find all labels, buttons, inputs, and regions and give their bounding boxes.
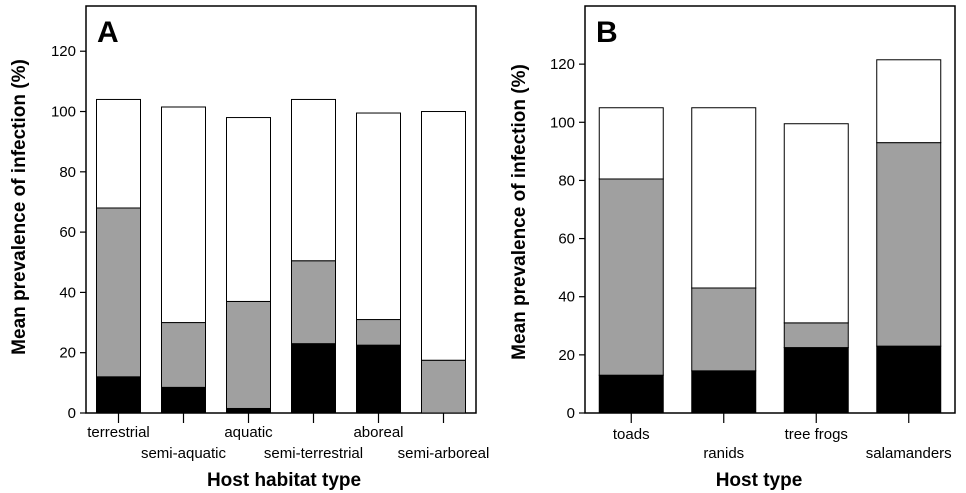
panel-b-y-tick-label: 100 (550, 114, 575, 131)
panel-a-bar-segment (161, 106, 206, 324)
panel-a-bar-segment (421, 359, 466, 414)
panel-b-y-axis-title: Mean prevalence of infection (%) (509, 64, 530, 360)
panel-a-bar-segment (161, 386, 206, 414)
panel-a: A Mean prevalence of infection (%) Host … (9, 5, 490, 491)
panel-b-bar-segment (691, 287, 757, 372)
panel-a-bar-segment (291, 343, 336, 414)
panel-a-category-label: semi-arboreal (398, 445, 490, 462)
panel-b-y-tick-label: 0 (567, 405, 575, 422)
panel-b-plot-frame (584, 5, 956, 414)
panel-b-bar-segment (783, 322, 849, 349)
panel-b-bar-segment (691, 107, 757, 289)
panel-b-category-label: salamanders (866, 445, 952, 462)
panel-a-bar-segment (291, 98, 336, 262)
panel-a-bar-segment (96, 98, 141, 209)
panel-b-y-tick-label: 60 (558, 231, 575, 248)
panel-b-y-tick-label: 40 (558, 289, 575, 306)
panel-a-category-label: semi-aquatic (141, 445, 227, 462)
panel-b-y-tick-label: 120 (550, 56, 575, 73)
panel-a-y-tick-label: 60 (59, 224, 76, 241)
panel-a-bar-segment (356, 319, 401, 346)
panel-b-category-label: toads (613, 426, 650, 443)
panel-b-y-tick-label: 80 (558, 172, 575, 189)
panel-b-x-axis-title: Host type (716, 470, 803, 491)
panel-a-x-axis-title: Host habitat type (207, 470, 361, 491)
panel-a-bar-segment (96, 376, 141, 414)
panel-b-bar-segment (598, 107, 664, 180)
panel-b: B Mean prevalence of infection (%) Host … (509, 5, 956, 491)
panel-a-category-label: terrestrial (87, 424, 150, 441)
panel-a-y-axis-title: Mean prevalence of infection (%) (9, 59, 30, 355)
panel-a-y-tick-label: 40 (59, 284, 76, 301)
panel-b-bar-segment (876, 142, 942, 347)
panel-b-bar-segment (876, 345, 942, 414)
panel-b-bar-segment (783, 347, 849, 414)
panel-a-y-tick-label: 100 (51, 104, 76, 121)
panel-a-bar-segment (226, 117, 271, 302)
panel-b-bar-segment (783, 123, 849, 324)
panel-b-bar-segment (598, 178, 664, 376)
panel-a-category-label: aboreal (353, 424, 403, 441)
panel-a-bar-segment (421, 111, 466, 361)
panel-a-category-label: aquatic (224, 424, 273, 441)
panel-a-category-label: semi-terrestrial (264, 445, 363, 462)
panel-b-category-label: tree frogs (785, 426, 848, 443)
panel-a-bar-segment (96, 207, 141, 378)
panel-a-y-tick-label: 80 (59, 164, 76, 181)
panel-b-category-label: ranids (703, 445, 744, 462)
panel-a-bar-segment (161, 322, 206, 388)
panel-a-bar-segment (356, 112, 401, 321)
panel-a-plot-frame (85, 5, 477, 414)
panel-b-letter: B (596, 16, 618, 49)
panel-a-y-tick-label: 0 (68, 405, 76, 422)
panel-b-bar-segment (691, 370, 757, 414)
panel-a-letter: A (97, 16, 119, 49)
panel-b-bar-segment (598, 374, 664, 414)
panel-a-y-tick-label: 20 (59, 345, 76, 362)
panel-a-bar-segment (356, 344, 401, 414)
panel-b-y-tick-label: 20 (558, 347, 575, 364)
panel-b-bar-segment (876, 59, 942, 144)
panel-a-bar-segment (226, 407, 271, 414)
panel-a-bar-segment (226, 300, 271, 409)
panel-a-y-tick-label: 120 (51, 43, 76, 60)
panel-a-bar-segment (291, 260, 336, 345)
